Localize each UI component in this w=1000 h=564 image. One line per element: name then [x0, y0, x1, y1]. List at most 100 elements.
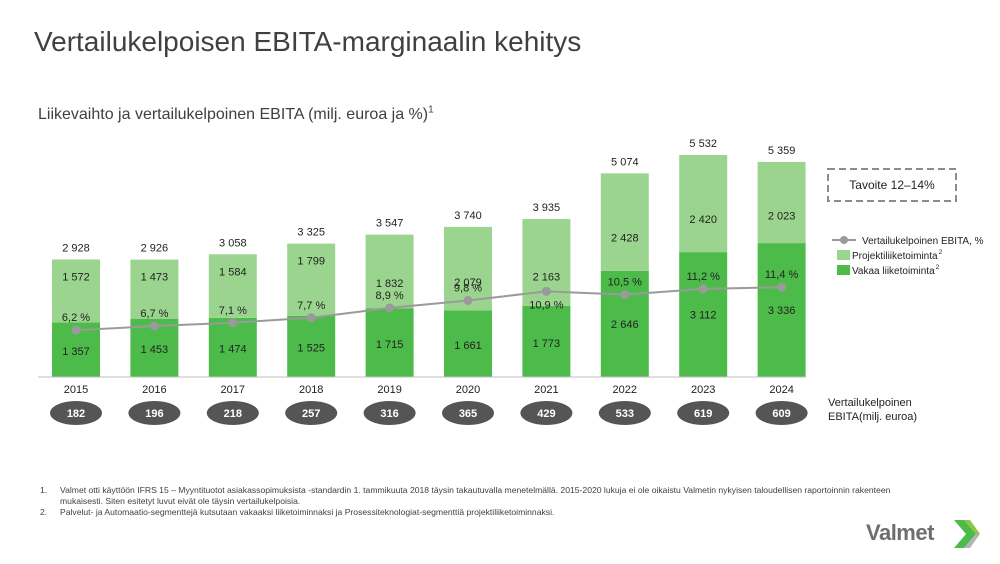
total-label: 5 359: [768, 145, 796, 157]
ebita-value-label: 218: [224, 408, 242, 420]
footnote-text: Palvelut- ja Automaatio-segmenttejä kuts…: [60, 507, 555, 517]
bar-stable-2021: [522, 305, 571, 377]
ebita-margin-label: 6,2 %: [62, 312, 90, 324]
data-label-project: 1 799: [297, 256, 325, 268]
ebita-value-badge: [755, 401, 808, 425]
data-label-stable: 1 357: [62, 346, 90, 358]
x-tick-label: 2018: [299, 384, 323, 396]
data-label-stable: 3 112: [690, 310, 717, 322]
ebita-value-badge: [363, 401, 416, 425]
data-label-stable: 1 474: [219, 344, 247, 356]
data-label-project: 1 832: [376, 278, 404, 290]
footnotes: 1. Valmet otti käyttöön IFRS 15 – Myynti…: [40, 485, 900, 518]
x-tick-label: 2019: [377, 384, 401, 396]
bar-project-2015: [52, 259, 100, 323]
target-label: Tavoite 12–14%: [849, 178, 935, 192]
footnote-1: 1. Valmet otti käyttöön IFRS 15 – Myynti…: [40, 485, 900, 507]
bar-project-2016: [130, 259, 179, 319]
ebita-margin-label: 7,1 %: [219, 305, 247, 317]
ebita-margin-label: 7,7 %: [297, 300, 325, 312]
ebita-margin-point: [620, 290, 630, 300]
ebita-value-badge: [520, 401, 573, 425]
chart-title-text: Liikevaihto ja vertailukelpoinen EBITA (…: [38, 106, 429, 123]
total-label: 3 325: [297, 227, 325, 239]
ebita-row-label-1: Vertailukelpoinen: [828, 397, 912, 409]
legend-label-ebita: Vertailukelpoinen EBITA, %: [862, 236, 984, 247]
legend-swatch-stable: [837, 265, 850, 275]
ebita-margin-point: [71, 325, 81, 335]
footnote-2: 2. Palvelut- ja Automaatio-segmenttejä k…: [40, 507, 900, 518]
ebita-row-label-2: EBITA(milj. euroa): [828, 411, 917, 423]
x-tick-label: 2022: [613, 384, 637, 396]
footnote-text: Valmet otti käyttöön IFRS 15 – Myyntituo…: [60, 485, 891, 506]
ebita-margin-point: [777, 282, 787, 292]
ebita-value-label: 619: [694, 408, 712, 420]
ebita-value-badge: [442, 401, 494, 425]
data-label-stable: 1 715: [376, 339, 404, 351]
legend-swatch-project: [837, 250, 850, 260]
logo-text: Valmet: [866, 520, 934, 545]
total-label: 3 935: [533, 202, 561, 214]
data-label-project: 2 420: [689, 214, 717, 226]
bar-stable-2023: [679, 252, 728, 377]
data-label-project: 1 572: [62, 271, 90, 283]
ebita-margin-label: 11,4 %: [765, 269, 799, 281]
bar-project-2023: [679, 155, 728, 253]
legend-footnote-ref: 2: [939, 249, 943, 256]
total-label: 3 740: [454, 210, 482, 222]
data-label-project: 2 079: [454, 277, 482, 289]
ebita-value-badge: [677, 401, 730, 425]
data-label-stable: 2 646: [611, 319, 639, 331]
data-label-project: 2 023: [768, 211, 796, 223]
ebita-value-label: 609: [772, 408, 790, 420]
bar-stable-2017: [208, 317, 257, 377]
bar-stable-2019: [365, 308, 414, 377]
ebita-value-badge: [50, 401, 102, 425]
ebita-margin-label: 9,8 %: [454, 282, 482, 294]
ebita-margin-point: [306, 313, 316, 323]
x-tick-label: 2017: [221, 384, 245, 396]
x-tick-label: 2020: [456, 384, 480, 396]
ebita-value-label: 182: [67, 408, 85, 420]
bar-stable-2020: [444, 310, 492, 377]
ebita-margin-point: [228, 318, 238, 328]
ebita-margin-point: [149, 321, 159, 331]
ebita-value-badge: [128, 401, 181, 425]
x-tick-label: 2023: [691, 384, 715, 396]
bar-stable-2022: [600, 270, 649, 377]
footnote-number: 1.: [40, 485, 48, 495]
ebita-value-label: 257: [302, 408, 320, 420]
data-label-project: 2 428: [611, 233, 639, 245]
data-label-project: 1 584: [219, 266, 247, 278]
ebita-value-label: 196: [145, 408, 163, 420]
ebita-margin-label: 8,9 %: [376, 290, 404, 302]
ebita-value-label: 533: [616, 408, 634, 420]
page-title: Vertailukelpoisen EBITA-marginaalin kehi…: [34, 26, 582, 57]
chart-title: Liikevaihto ja vertailukelpoinen EBITA (…: [38, 105, 434, 124]
revenue-ebita-chart: 1 357 1 572 2 928 2015 182 1 453 1 473 2 926 201…: [38, 138, 984, 425]
ebita-margin-label: 10,5 %: [608, 277, 642, 289]
data-label-stable: 1 453: [141, 344, 169, 356]
ebita-value-badge: [598, 401, 651, 425]
x-tick-label: 2021: [534, 384, 558, 396]
bar-stable-2018: [287, 315, 336, 377]
data-label-stable: 1 525: [297, 343, 325, 355]
total-label: 2 926: [141, 243, 169, 255]
data-label-project: 1 473: [141, 272, 169, 284]
ebita-margin-point: [385, 303, 395, 313]
bar-stable-2024: [757, 243, 806, 377]
ebita-margin-label: 11,2 %: [686, 271, 720, 283]
x-tick-label: 2015: [64, 384, 88, 396]
total-label: 5 532: [689, 138, 717, 150]
data-label-stable: 1 773: [533, 338, 561, 350]
ebita-value-label: 365: [459, 408, 477, 420]
ebita-value-badge: [285, 401, 338, 425]
total-label: 2 928: [62, 242, 90, 254]
footnote-number: 2.: [40, 507, 48, 517]
total-label: 3 058: [219, 237, 247, 249]
legend-label-stable: Vakaa liiketoiminta: [852, 266, 935, 277]
ebita-margin-label: 6,7 %: [140, 308, 168, 320]
valmet-logo: Valmet: [866, 518, 980, 550]
total-label: 3 547: [376, 218, 404, 230]
ebita-margin-line: [75, 286, 782, 332]
